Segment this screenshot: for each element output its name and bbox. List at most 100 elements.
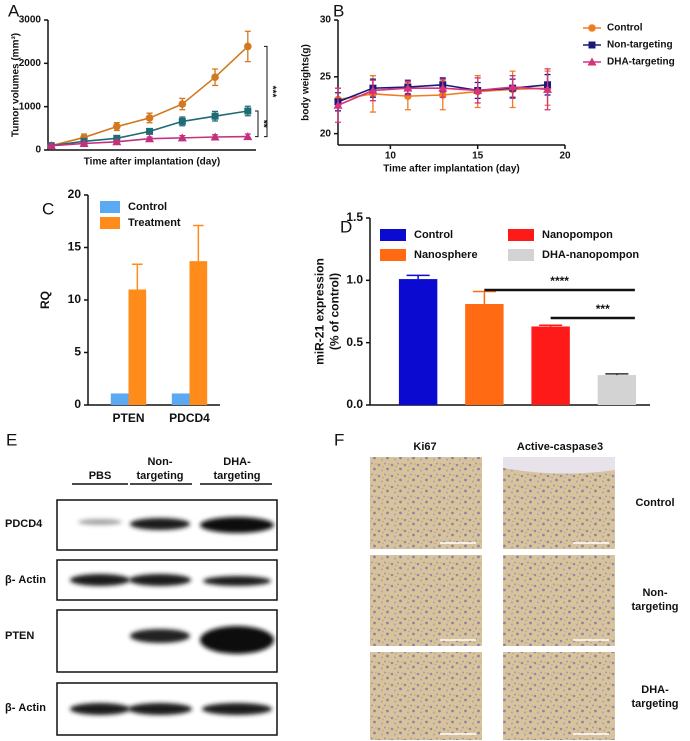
- bar: [128, 289, 147, 405]
- marker: [508, 82, 518, 91]
- y-tick-label: 10: [68, 292, 82, 306]
- legend-swatch: [100, 201, 120, 213]
- row-label: targeting: [631, 698, 678, 710]
- marker: [438, 83, 448, 92]
- significance-label: ***: [596, 302, 610, 316]
- row-label: PDCD4: [5, 518, 43, 530]
- significance-label: ***: [266, 86, 277, 98]
- marker: [145, 114, 154, 122]
- y-tick-label: 20: [68, 187, 82, 201]
- x-axis-label: Time after implantation (day): [84, 157, 221, 168]
- y-tick-label: 0.5: [346, 335, 363, 349]
- column-label: DHA-: [223, 456, 251, 468]
- row-label: Control: [635, 497, 674, 509]
- micrograph-edge: [503, 457, 615, 474]
- marker: [333, 100, 343, 109]
- column-label: Active-caspase3: [517, 441, 603, 453]
- error-bar: [193, 224, 204, 262]
- row-label: β- Actin: [5, 574, 46, 586]
- micrograph: [370, 652, 482, 740]
- y-tick-label: 5: [74, 345, 81, 359]
- row-label: β- Actin: [5, 702, 46, 714]
- micrograph: [503, 652, 615, 740]
- panel-label: F: [334, 430, 344, 449]
- y-tick-label: 15: [68, 240, 82, 254]
- micrograph: [503, 555, 615, 646]
- legend-label: DHA-nanopompon: [542, 249, 639, 261]
- marker: [112, 122, 121, 131]
- y-tick-label: 1.5: [346, 210, 363, 224]
- band: [130, 518, 190, 530]
- column-label: targeting: [136, 470, 183, 482]
- y-axis-label: (% of control): [328, 273, 342, 350]
- marker: [79, 139, 89, 147]
- legend-swatch: [508, 249, 534, 261]
- blot-panel: E PBS Non- targeting DHA- targeting PDCD…: [5, 430, 278, 736]
- significance-label: **: [257, 120, 268, 128]
- marker: [588, 41, 596, 49]
- bar: [531, 326, 570, 405]
- column-label: Non-: [147, 456, 172, 468]
- x-tick-label: PDCD4: [169, 411, 210, 425]
- x-axis-label: Time after implantation (day): [383, 164, 520, 175]
- legend-swatch: [508, 229, 534, 241]
- error-bar: [472, 290, 496, 305]
- band: [128, 703, 192, 715]
- column-label: Ki67: [413, 441, 436, 453]
- legend-swatch: [380, 249, 406, 261]
- error-bar: [132, 263, 143, 290]
- panel-label: A: [8, 1, 20, 20]
- legend-label: Control: [414, 229, 453, 241]
- y-tick-label: 25: [320, 71, 332, 82]
- y-tick-label: 0: [74, 397, 81, 411]
- panel-label: D: [340, 217, 352, 236]
- y-tick-label: 30: [320, 15, 332, 26]
- y-tick-label: 1000: [19, 101, 42, 112]
- y-tick-label: 3000: [19, 15, 42, 26]
- row-label: Non-: [642, 587, 667, 599]
- panel-label: E: [6, 430, 17, 449]
- band: [78, 519, 122, 525]
- band: [203, 576, 271, 586]
- x-tick-label: PTEN: [112, 411, 144, 425]
- column-label: targeting: [213, 470, 260, 482]
- y-tick-label: 20: [320, 128, 332, 139]
- band: [200, 517, 274, 533]
- significance-bracket: [255, 110, 259, 138]
- bar: [465, 304, 504, 405]
- bar: [171, 393, 190, 405]
- bar: [597, 375, 637, 405]
- marker: [46, 141, 56, 150]
- marker: [473, 85, 483, 94]
- error-bar: [605, 373, 629, 376]
- marker: [587, 57, 597, 66]
- marker: [146, 127, 154, 135]
- marker: [588, 24, 596, 32]
- marker: [211, 112, 219, 120]
- marker: [243, 132, 253, 141]
- band: [70, 703, 130, 715]
- marker: [543, 84, 553, 93]
- marker: [145, 134, 155, 143]
- histology-panel: F Ki67 Active-caspase3 Control Non- targ…: [334, 430, 679, 740]
- legend-label: DHA-targeting: [607, 57, 675, 68]
- legend-label: Nanopompon: [542, 229, 613, 241]
- micrograph: [370, 457, 482, 549]
- marker: [210, 132, 220, 141]
- band: [200, 626, 274, 654]
- row-label: PTEN: [5, 630, 34, 642]
- y-tick-label: 0.0: [346, 397, 363, 411]
- bar: [398, 279, 438, 405]
- marker: [177, 133, 187, 142]
- x-tick-label: 20: [559, 151, 571, 162]
- x-tick-label: 15: [472, 151, 484, 162]
- row-label: DHA-: [641, 684, 669, 696]
- marker: [112, 137, 122, 146]
- band: [202, 703, 272, 715]
- bar: [189, 261, 208, 405]
- significance-label: ****: [550, 274, 569, 288]
- marker: [368, 85, 378, 94]
- y-axis-label: body weights(g): [301, 44, 312, 121]
- legend-label: Control: [128, 201, 167, 213]
